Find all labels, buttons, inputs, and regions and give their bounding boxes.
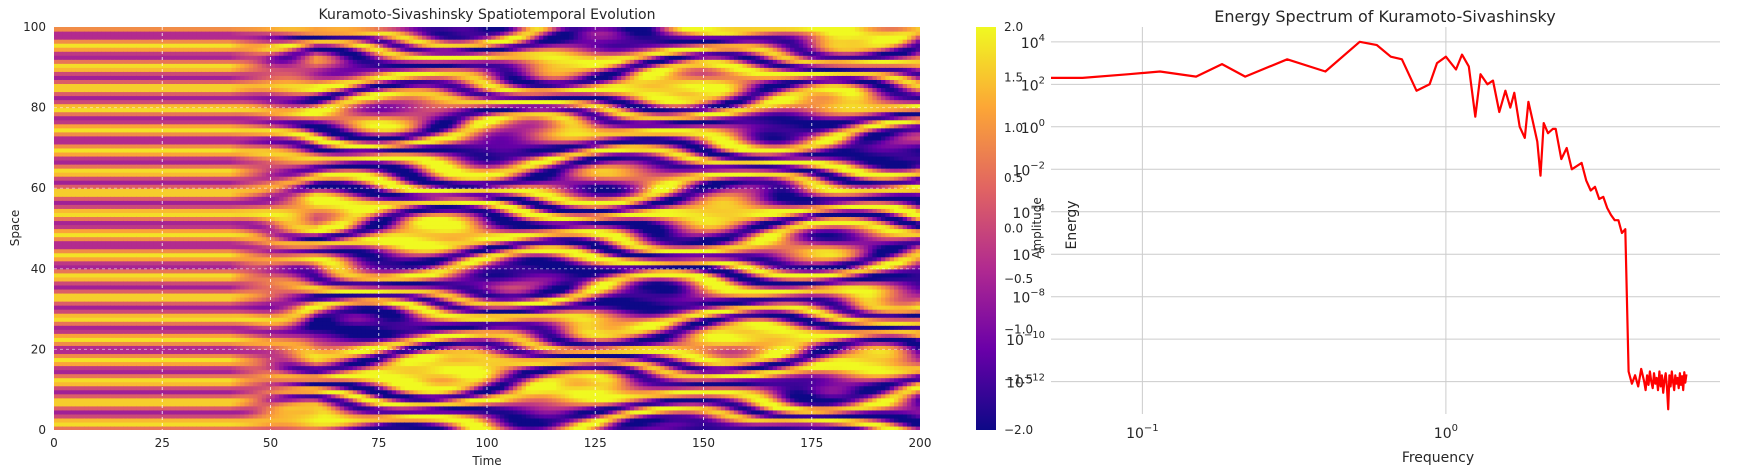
energy-series-line [1051,42,1686,410]
colorbar-tick-label: 0.0 [1004,222,1023,236]
heatmap-x-tick-label: 175 [800,436,823,450]
spectrum-x-tick-label: 10−1 [1126,423,1159,442]
spectrum-gridlines [1051,27,1720,414]
spectrum-y-tick-label: 10−12 [1006,373,1045,392]
spectrum-x-axis-label: Frequency [1402,450,1474,466]
spectrum-y-tick-label: 10−6 [1012,245,1045,264]
heatmap-x-tick-label: 200 [909,436,932,450]
heatmap-y-tick-label: 80 [31,101,46,115]
heatmap-y-tick-label: 100 [23,20,46,34]
spectrum-y-tick-label: 10−10 [1006,330,1045,349]
heatmap-x-tick-label: 50 [263,436,278,450]
colorbar-tick-label: −2.0 [1004,423,1033,437]
heatmap-x-tick-label: 75 [371,436,386,450]
heatmap-x-tick-label: 25 [155,436,170,450]
spectrum-x-tick-label: 100 [1434,423,1458,442]
heatmap-x-axis-label: Time [471,454,501,468]
heatmap-y-axis-label: Space [8,210,22,247]
colorbar-bar [976,27,996,430]
heatmap-panel: Kuramoto-Sivashinsky Spatiotemporal Evol… [8,7,931,468]
spectrum-title: Energy Spectrum of Kuramoto-Sivashinsky [1214,7,1555,26]
spectrum-y-tick-label: 102 [1021,75,1045,94]
spectrum-y-tick-label: 10−2 [1012,160,1045,179]
colorbar-tick-label: −0.5 [1004,272,1033,286]
heatmap-x-tick-label: 0 [50,436,58,450]
spectrum-y-tick-label: 10−8 [1012,288,1045,307]
heatmap-x-tick-label: 150 [692,436,715,450]
spectrum-y-axis-label: Energy [1064,200,1080,249]
heatmap-y-tick-label: 40 [31,262,46,276]
heatmap-y-tick-label: 0 [38,423,46,437]
spectrum-y-tick-label: 104 [1021,33,1045,52]
heatmap-x-ticks: 0 25 50 75 100 125 150 175 200 [50,436,931,450]
spectrum-panel: Energy Spectrum of Kuramoto-Sivashinsky … [1006,7,1720,466]
spectrum-y-tick-label: 100 [1021,118,1045,137]
heatmap-y-tick-label: 60 [31,181,46,195]
heatmap-title: Kuramoto-Sivashinsky Spatiotemporal Evol… [319,7,656,23]
heatmap-x-tick-label: 125 [584,436,607,450]
heatmap-x-tick-label: 100 [476,436,499,450]
colorbar-tick-label: 2.0 [1004,20,1023,34]
heatmap-y-ticks: 0 20 40 60 80 100 [23,20,46,437]
spectrum-x-ticks: 10−1 100 [1126,423,1458,442]
heatmap-y-tick-label: 20 [31,342,46,356]
